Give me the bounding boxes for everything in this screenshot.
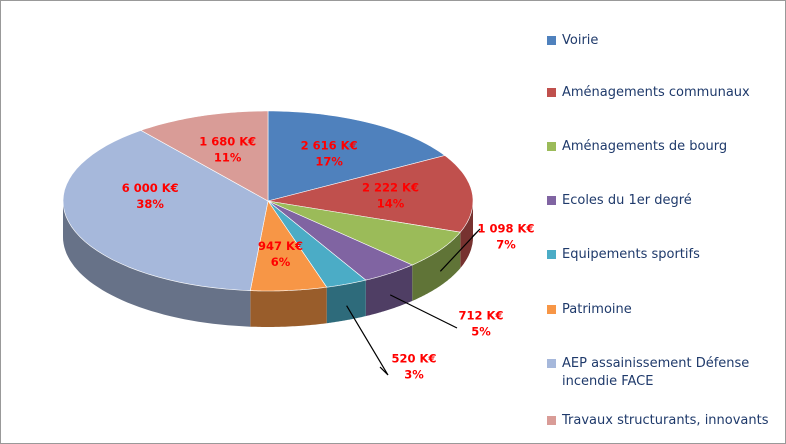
pie-area: 2 616 K€ 17% 2 222 K€ 14% 1 098 K€ 7% 712 K€ 5%… [62, 110, 535, 382]
legend-swatch [547, 359, 556, 368]
slice [267, 200, 367, 288]
legend-swatch [547, 142, 556, 151]
percent-label: 5% [471, 325, 491, 339]
legend-label: Patrimoine [562, 302, 632, 317]
percent-label: 14% [377, 197, 405, 211]
percent-label: 17% [315, 155, 343, 169]
percent-label: 38% [136, 197, 164, 211]
legend-label: Travaux structurants, innovants [562, 413, 769, 428]
value-label: 1 680 K€ [199, 134, 256, 148]
leader-line [389, 294, 458, 329]
leader-line [439, 228, 481, 272]
slice-side [365, 265, 413, 317]
percent-label: 3% [404, 368, 424, 382]
legend-item: Equipements sportifs [547, 246, 777, 264]
legend-item: Travaux structurants, innovants [547, 412, 777, 430]
legend-swatch [547, 305, 556, 314]
legend-label: Equipements sportifs [562, 247, 700, 262]
legend-item: Ecoles du 1er degré [547, 192, 777, 210]
slice [62, 130, 269, 292]
slice [249, 200, 328, 292]
legend-item: Aménagements communaux [547, 84, 777, 102]
value-label: 520 K€ [392, 352, 437, 366]
value-label: 6 000 K€ [122, 181, 179, 195]
legend-item: Voirie [547, 32, 777, 50]
slice [267, 155, 474, 233]
legend-label: Aménagements communaux [562, 85, 750, 100]
legend-swatch [547, 36, 556, 45]
slice-side [63, 201, 251, 327]
slice-side [326, 280, 366, 324]
legend-item: Aménagements de bourg [547, 138, 777, 156]
value-label: 947 K€ [258, 239, 303, 253]
legend-swatch [547, 250, 556, 259]
slice-side [412, 232, 461, 301]
legend-label: Voirie [562, 33, 599, 48]
value-label: 2 222 K€ [362, 181, 419, 195]
value-label: 1 098 K€ [478, 222, 535, 236]
slice-side [460, 201, 473, 269]
legend-swatch [547, 196, 556, 205]
slice [267, 110, 446, 202]
value-label: 2 616 K€ [301, 139, 358, 153]
legend-label: Aménagements de bourg [562, 139, 728, 154]
percent-label: 7% [496, 238, 516, 252]
slice-side [250, 287, 327, 327]
percent-label: 11% [214, 150, 242, 164]
slice [267, 200, 413, 281]
slice [267, 200, 461, 266]
legend-item: Patrimoine [547, 301, 777, 319]
percent-label: 6% [271, 255, 291, 269]
slice [140, 110, 269, 202]
leader-line [346, 305, 389, 376]
legend-swatch [547, 88, 556, 97]
legend-label: AEP assainissement Défense incendie FACE [562, 356, 750, 389]
legend-label: Ecoles du 1er degré [562, 193, 692, 208]
value-label: 712 K€ [459, 309, 504, 323]
legend-swatch [547, 416, 556, 425]
legend-item: AEP assainissement Défense incendie FACE [547, 355, 777, 391]
